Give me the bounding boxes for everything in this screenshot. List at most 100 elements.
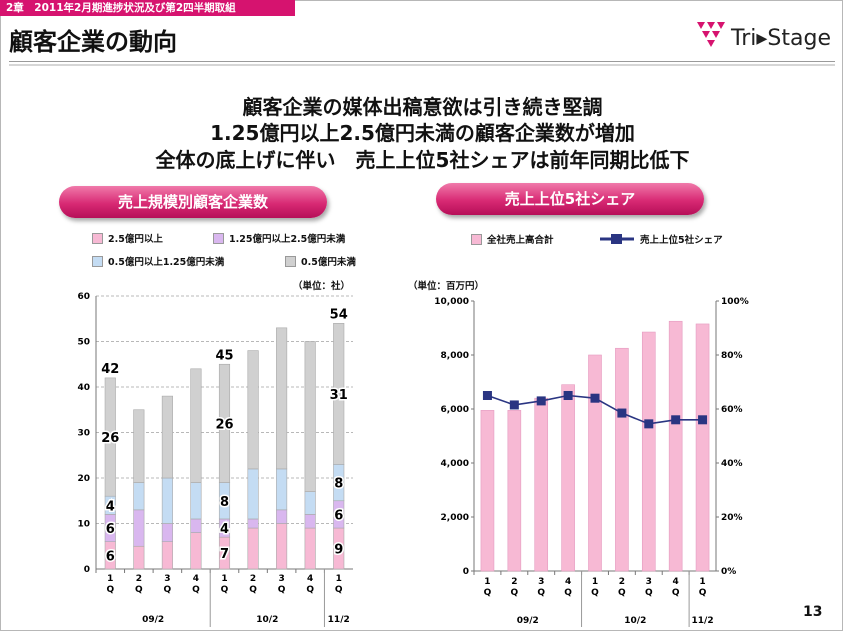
segment-label: 7 [220,547,229,562]
sales-bar [615,347,629,572]
y-right-tick-label: 40% [721,459,743,469]
y-tick-label: 20 [77,474,90,484]
legend-item-0-5-to-1-25: 0.5億円以上1.25億円未満 [92,254,224,268]
group-label: 09/2 [142,615,164,625]
legend-item-under-0-5: 0.5億円未満 [285,254,356,268]
legend-label: 売上上位5社シェア [640,235,723,246]
y-tick-label: 0 [84,565,90,575]
segment-label: 8 [334,477,343,492]
segment-label: 6 [334,508,343,523]
legend-item-over-2-5: 2.5億円以上 [92,231,163,245]
share-point [698,415,708,425]
bar-segment [247,350,259,470]
y-tick-label: 40 [77,383,90,393]
total-label: 54 [330,307,348,322]
share-point [509,400,519,410]
legend-swatch [471,233,482,245]
page-number: 13 [803,604,823,620]
bar-segment [218,363,231,483]
title-divider-shadow [9,64,835,66]
segment-label: 6 [106,522,115,537]
group-label: 11/2 [692,616,714,626]
share-point [671,415,681,425]
legend-label: 0.5億円以上1.25億円未満 [108,257,225,268]
y-right-tick-label: 100% [721,297,749,307]
logo-triangles-icon [697,22,725,47]
headline-1: 顧客企業の媒体出稿意欲は引き続き堅調 [242,95,603,119]
logo-text: Tri▸Stage [731,26,831,51]
bar-segment [304,341,316,492]
y-right-tick-label: 20% [721,513,743,523]
legend-item-1-25-to-2-5: 1.25億円以上2.5億円未満 [213,231,345,245]
segment-label: 8 [220,495,229,510]
total-label: 42 [101,362,119,377]
legend-item-total-sales: 全社売上高合計 [471,232,554,246]
share-point [482,391,492,400]
segment-label: 31 [330,388,348,403]
y-left-tick-label: 0 [463,567,469,577]
share-point [590,393,600,403]
legend-line-marker [600,234,634,244]
y-right-tick-label: 0% [721,567,736,577]
legend-item-top5-share: 売上上位5社シェア [600,232,723,246]
y-tick-label: 10 [77,520,90,530]
bar-segment [133,409,145,483]
legend-label: 2.5億円以上 [108,234,163,245]
page-title: 顧客企業の動向 [9,28,177,56]
sales-bar [641,331,656,572]
y-left-tick-label: 10,000 [434,297,469,307]
segment-label: 6 [106,549,115,564]
legend-swatch [92,232,103,244]
bar-segment [104,377,116,497]
sales-bar [695,323,710,572]
y-right-tick-label: 80% [721,351,743,361]
share-point [617,408,627,418]
segment-label: 9 [334,543,343,558]
y-right-tick-label: 60% [721,405,743,415]
y-left-tick-label: 2,000 [441,513,469,523]
legend-swatch [92,255,103,267]
bar-segment [333,322,345,465]
bar-segment [190,368,202,483]
group-label: 11/2 [328,615,350,625]
sales-bar [561,384,575,572]
legend-swatch [213,232,224,244]
legend-label: 0.5億円未満 [301,257,356,268]
group-label: 10/2 [624,616,646,626]
headline-2: 1.25億円以上2.5億円未満の顧客企業数が増加 [210,121,635,145]
legend-swatch [285,255,296,267]
sales-bar [480,410,495,572]
company-logo: Tri▸Stage [695,20,845,56]
group-label: 09/2 [517,616,539,626]
y-left-tick-label: 4,000 [441,459,469,469]
left-unit-label: （単位：社） [293,281,351,292]
left-panel-pill: 売上規模別顧客企業数 [59,186,327,218]
right-panel-pill: 売上上位5社シェア [436,183,704,215]
share-point [644,419,654,429]
group-label: 10/2 [256,615,278,625]
sales-bar [588,354,602,572]
total-label: 45 [215,348,233,363]
y-left-tick-label: 8,000 [441,351,469,361]
title-divider [9,61,835,62]
share-point [563,391,573,400]
segment-label: 26 [101,431,119,446]
headline-3: 全体の底上げに伴い 売上上位5社シェアは前年同期比低下 [155,148,690,172]
legend-label: 1.25億円以上2.5億円未満 [229,234,346,245]
sales-bar [534,397,549,572]
